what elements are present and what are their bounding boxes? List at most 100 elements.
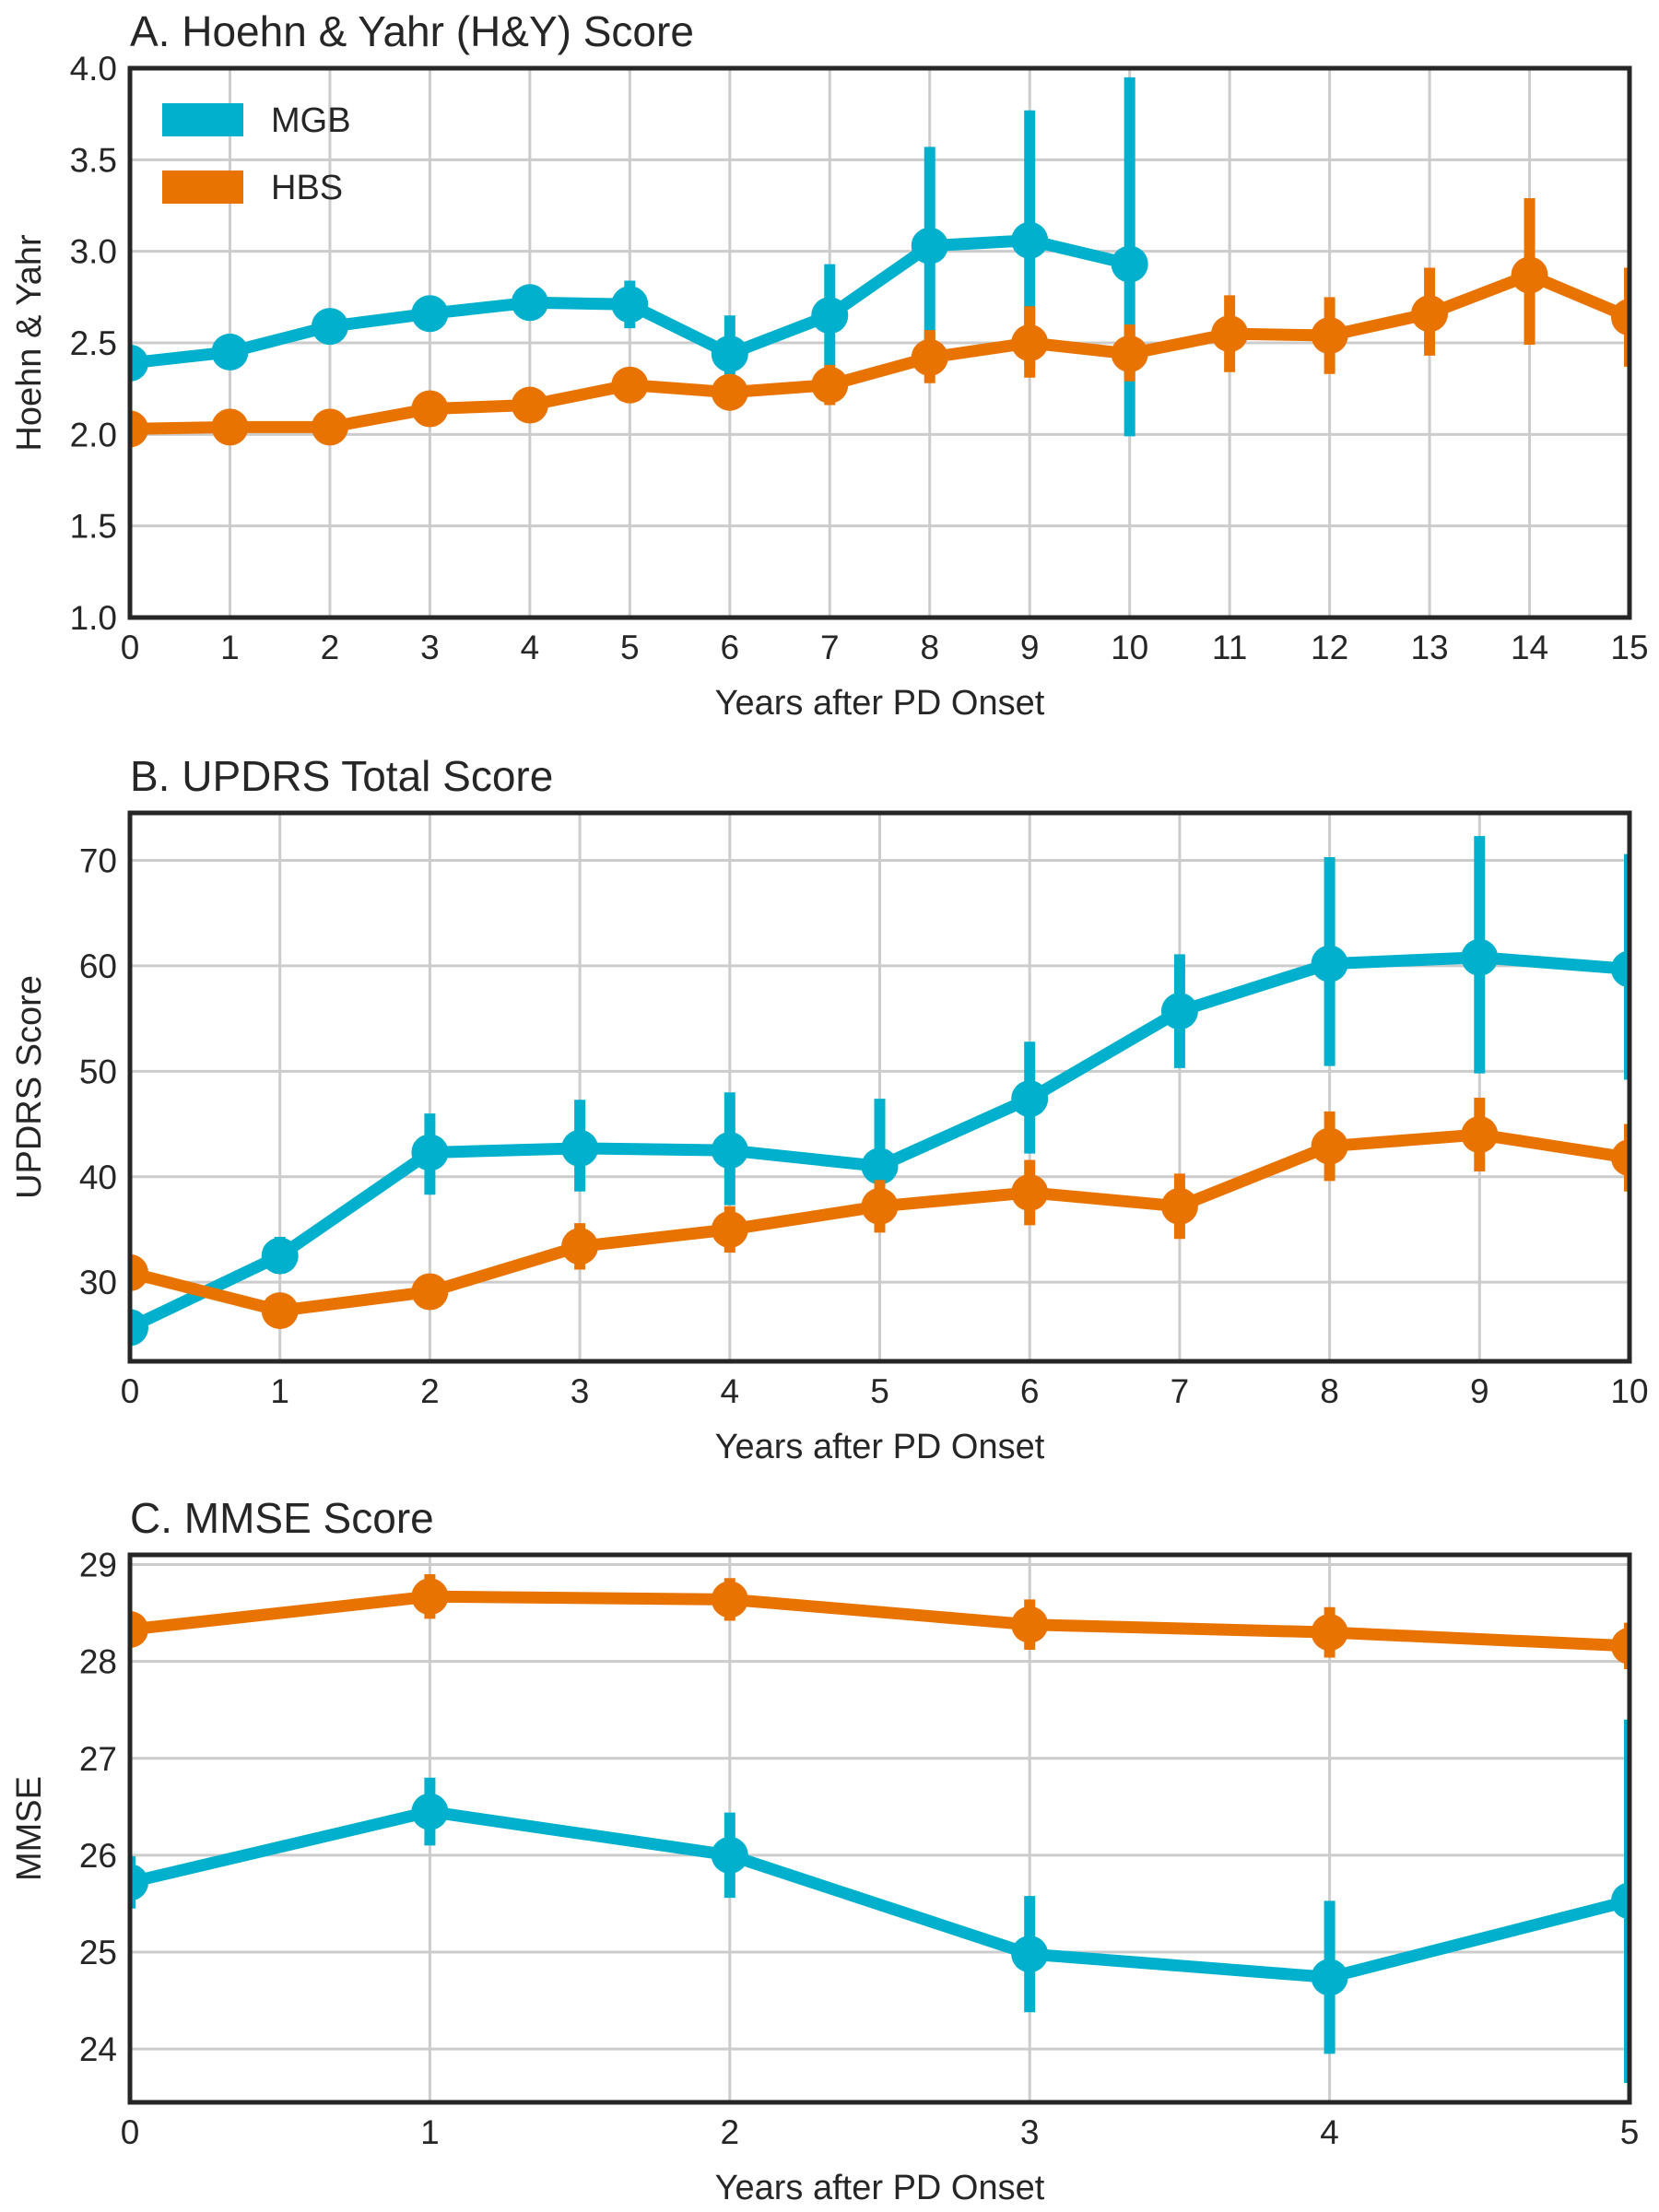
x-axis-label: Years after PD Onset (715, 684, 1045, 723)
y-tick-label: 29 (79, 1547, 117, 1584)
series-hbs (130, 1574, 1630, 1670)
chart-panel-a: 0 1 2 3 4 5 6 7 8 9 10 11 12 13 14 151.01.52.02.53.03.5… (10, 7, 1649, 723)
x-tick-label: 6 (721, 629, 740, 666)
data-point (611, 366, 649, 404)
x-tick-label: 9 (1470, 1372, 1489, 1410)
y-tick-label: 26 (79, 1837, 117, 1875)
chart-panel-c: 0 1 2 3 4 5 24 25 26 27 28 29 C. MMSE Score Years aft… (10, 1494, 1640, 2207)
data-point (211, 333, 249, 371)
x-tick-label: 13 (1410, 629, 1448, 666)
y-tick-label: 60 (79, 947, 117, 985)
data-point (130, 1864, 148, 1901)
data-point (1311, 1959, 1348, 1996)
x-axis-label: Years after PD Onset (715, 2169, 1045, 2207)
x-tick-label: 10 (1111, 629, 1148, 666)
x-tick-label: 1 (270, 1372, 289, 1410)
data-point (1611, 1139, 1630, 1177)
x-tick-label: 5 (1620, 2113, 1640, 2151)
data-point (711, 1836, 748, 1874)
x-tick-label: 0 (121, 2113, 140, 2151)
x-tick-label: 8 (1320, 1372, 1339, 1410)
data-point (861, 1187, 899, 1225)
data-point (1511, 256, 1548, 294)
data-point (1611, 950, 1630, 988)
series-line (130, 1590, 1630, 1653)
series-mgb (130, 836, 1630, 1347)
data-point (1611, 1627, 1630, 1665)
y-tick-label: 2.0 (70, 416, 117, 453)
x-tick-label: 9 (1020, 629, 1040, 666)
y-tick-label: 30 (79, 1264, 117, 1301)
data-point (1311, 1614, 1348, 1652)
data-point (1011, 324, 1049, 361)
legend-swatch-hbs (162, 171, 243, 204)
data-point (1160, 993, 1198, 1030)
data-point (911, 338, 948, 376)
y-axis-label: MMSE (10, 1776, 49, 1881)
data-point (1011, 221, 1049, 259)
axes-frame (127, 65, 1632, 620)
y-tick-label: 1.5 (70, 508, 117, 546)
x-tick-label: 7 (1171, 1372, 1190, 1410)
data-point (261, 1237, 299, 1275)
data-point (130, 1610, 148, 1648)
data-point (911, 227, 948, 265)
x-tick-label: 0 (121, 629, 140, 666)
x-tick-label: 12 (1311, 629, 1348, 666)
data-point (1611, 299, 1630, 336)
data-point (411, 295, 449, 333)
series-mgb (130, 1719, 1630, 2083)
plot-area (130, 836, 1630, 1347)
y-tick-label: 24 (79, 2030, 117, 2068)
data-point (611, 286, 649, 324)
data-point (1111, 335, 1148, 372)
y-tick-label: 1.0 (70, 599, 117, 637)
x-tick-label: 6 (1020, 1372, 1040, 1410)
gridlines (128, 813, 1631, 1361)
data-point (130, 1309, 148, 1347)
y-tick-label: 28 (79, 1643, 117, 1681)
x-tick-label: 10 (1610, 1372, 1648, 1410)
series-hbs (130, 198, 1630, 448)
data-point (711, 335, 748, 372)
x-tick-label: 15 (1610, 629, 1648, 666)
y-axis-label: UPDRS Score (10, 975, 49, 1199)
x-axis-label: Years after PD Onset (715, 1428, 1045, 1466)
x-tick-label: 4 (1320, 2113, 1339, 2151)
y-tick-label: 25 (79, 1934, 117, 1971)
data-point (1311, 1127, 1348, 1165)
y-axis-label: Hoehn & Yahr (10, 234, 49, 452)
series-line (130, 268, 1630, 435)
x-tick-label: 2 (420, 1372, 440, 1410)
y-tick-label: 70 (79, 841, 117, 879)
data-point (1411, 295, 1449, 333)
gridlines (128, 66, 1631, 619)
data-point (1311, 945, 1348, 982)
x-tick-label: 5 (620, 629, 640, 666)
chart-title: A. Hoehn & Yahr (H&Y) Score (130, 7, 694, 55)
x-tick-label: 2 (321, 629, 340, 666)
data-point (1011, 1936, 1049, 1973)
data-point (411, 1793, 449, 1830)
data-point (811, 297, 849, 335)
data-point (1461, 938, 1499, 976)
data-point (561, 1228, 599, 1265)
data-point (261, 1292, 299, 1330)
chart-title: B. UPDRS Total Score (130, 752, 553, 800)
legend-label-hbs: HBS (271, 169, 343, 207)
x-tick-label: 8 (920, 629, 939, 666)
data-point (511, 284, 548, 322)
x-tick-label: 0 (121, 1372, 140, 1410)
data-point (1011, 1606, 1049, 1643)
data-point (1311, 317, 1348, 355)
data-point (711, 373, 748, 411)
data-point (1461, 1115, 1499, 1153)
chart-panel-b: 0 1 2 3 4 5 6 7 8 9 10 30 40 50 60 70 B. UPDRS Total Sco… (10, 752, 1649, 1466)
x-tick-label: 3 (420, 629, 440, 666)
x-tick-label: 11 (1212, 629, 1247, 666)
x-tick-label: 2 (721, 2113, 740, 2151)
data-point (311, 308, 348, 346)
data-point (711, 1210, 748, 1248)
axes-frame (127, 810, 1632, 1364)
